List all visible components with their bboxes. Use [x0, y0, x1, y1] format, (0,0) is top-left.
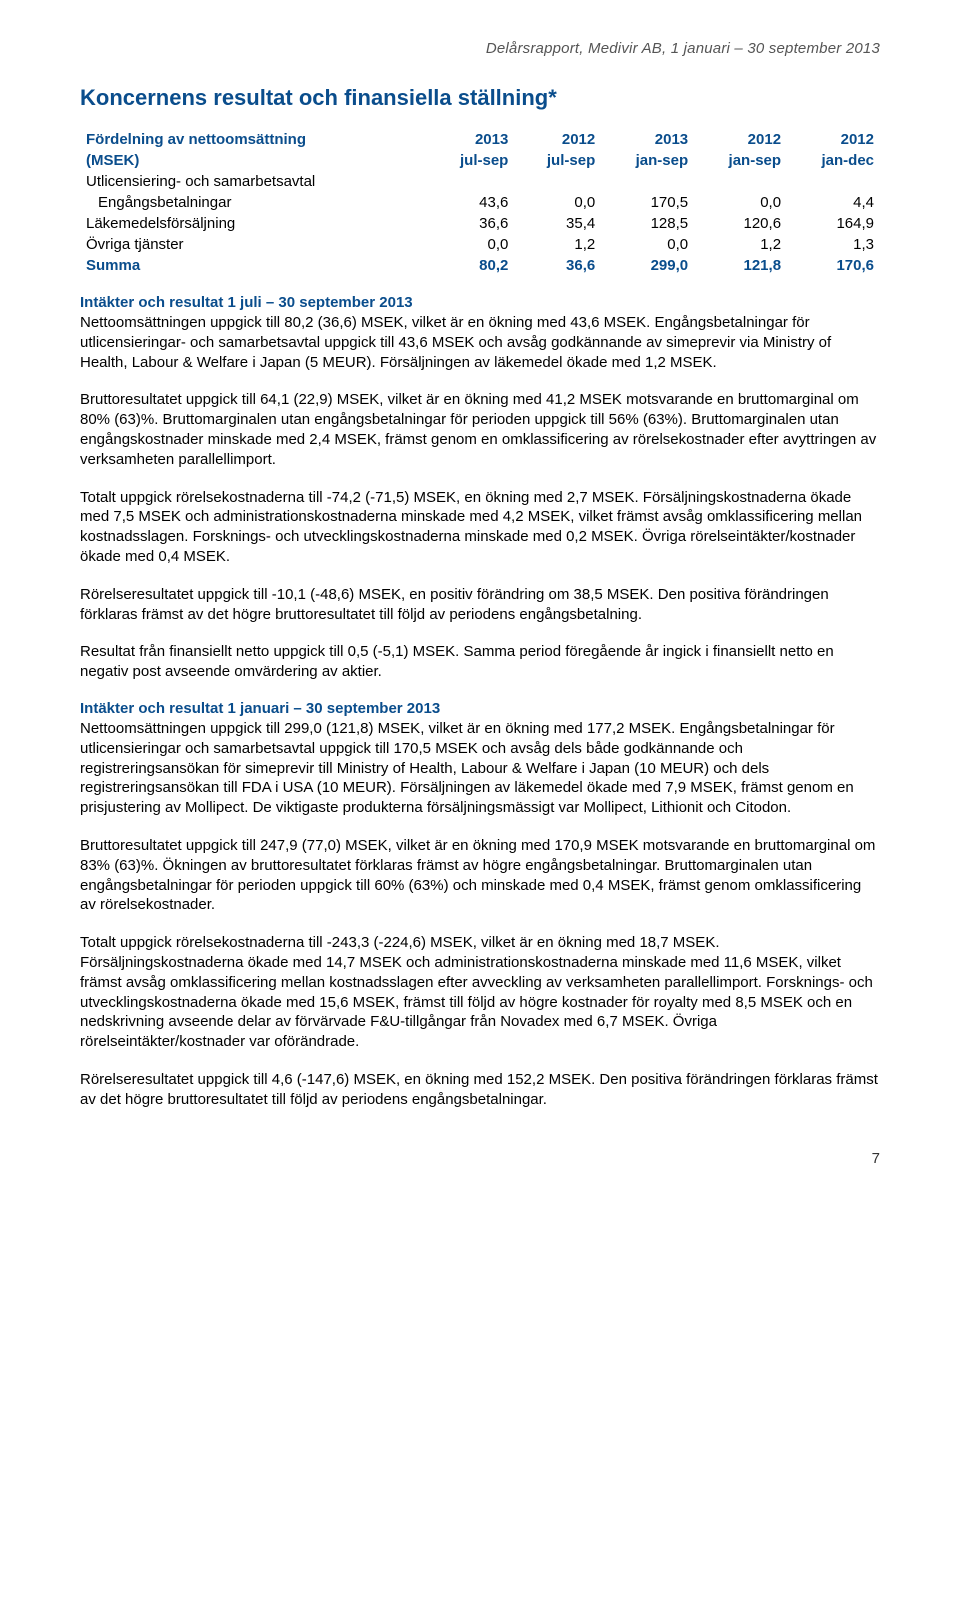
- col-period-julsep-2: jul-sep: [514, 150, 601, 171]
- cell: 164,9: [787, 213, 880, 234]
- paragraph: Rörelseresultatet uppgick till -10,1 (-4…: [80, 585, 880, 625]
- cell: 0,0: [427, 234, 514, 255]
- col-2012-q: 2012: [514, 129, 601, 150]
- cell: [427, 171, 514, 192]
- table-row: Utlicensiering- och samarbetsavtal: [80, 171, 880, 192]
- document-page: Delårsrapport, Medivir AB, 1 januari – 3…: [0, 0, 960, 1207]
- row-label-indent: Engångsbetalningar: [80, 192, 427, 213]
- cell: 128,5: [601, 213, 694, 234]
- col-period-julsep-1: jul-sep: [427, 150, 514, 171]
- row-label: Utlicensiering- och samarbetsavtal: [80, 171, 427, 192]
- cell: [694, 171, 787, 192]
- cell: 1,2: [694, 234, 787, 255]
- cell: 4,4: [787, 192, 880, 213]
- cell: 35,4: [514, 213, 601, 234]
- summa-label: Summa: [80, 255, 427, 276]
- table-body: Utlicensiering- och samarbetsavtal Engån…: [80, 171, 880, 276]
- cell: 170,5: [601, 192, 694, 213]
- paragraph: Nettoomsättningen uppgick till 299,0 (12…: [80, 719, 880, 818]
- paragraph: Nettoomsättningen uppgick till 80,2 (36,…: [80, 313, 880, 372]
- table-head-row-2: (MSEK) jul-sep jul-sep jan-sep jan-sep j…: [80, 150, 880, 171]
- table-head-row-1: Fördelning av nettoomsättning 2013 2012 …: [80, 129, 880, 150]
- paragraph: Rörelseresultatet uppgick till 4,6 (-147…: [80, 1070, 880, 1110]
- cell: [514, 171, 601, 192]
- summa-cell: 80,2: [427, 255, 514, 276]
- summa-cell: 121,8: [694, 255, 787, 276]
- table-head: Fördelning av nettoomsättning 2013 2012 …: [80, 129, 880, 171]
- page-header: Delårsrapport, Medivir AB, 1 januari – 3…: [80, 40, 880, 57]
- table-row: Övriga tjänster 0,0 1,2 0,0 1,2 1,3: [80, 234, 880, 255]
- subheading-ytd: Intäkter och resultat 1 januari – 30 sep…: [80, 700, 880, 717]
- cell: 36,6: [427, 213, 514, 234]
- cell: 43,6: [427, 192, 514, 213]
- col-2013-q: 2013: [427, 129, 514, 150]
- subheading-q3: Intäkter och resultat 1 juli – 30 septem…: [80, 294, 880, 311]
- col-2013-ytd: 2013: [601, 129, 694, 150]
- cell: 1,3: [787, 234, 880, 255]
- col-label: Fördelning av nettoomsättning: [80, 129, 427, 150]
- col-period-jansep-1: jan-sep: [601, 150, 694, 171]
- table-row: Läkemedelsförsäljning 36,6 35,4 128,5 12…: [80, 213, 880, 234]
- cell: 0,0: [514, 192, 601, 213]
- table-row: Engångsbetalningar 43,6 0,0 170,5 0,0 4,…: [80, 192, 880, 213]
- table-row-summa: Summa 80,2 36,6 299,0 121,8 170,6: [80, 255, 880, 276]
- paragraph: Bruttoresultatet uppgick till 64,1 (22,9…: [80, 390, 880, 469]
- row-label: Övriga tjänster: [80, 234, 427, 255]
- cell: [601, 171, 694, 192]
- section-title: Koncernens resultat och finansiella stäl…: [80, 85, 880, 111]
- page-number: 7: [80, 1150, 880, 1167]
- col-period-jandec: jan-dec: [787, 150, 880, 171]
- paragraph: Resultat från finansiellt netto uppgick …: [80, 642, 880, 682]
- cell: 120,6: [694, 213, 787, 234]
- paragraph: Totalt uppgick rörelsekostnaderna till -…: [80, 933, 880, 1052]
- cell: 1,2: [514, 234, 601, 255]
- col-2012-ytd: 2012: [694, 129, 787, 150]
- financial-table: Fördelning av nettoomsättning 2013 2012 …: [80, 129, 880, 276]
- cell: [787, 171, 880, 192]
- row-label: Läkemedelsförsäljning: [80, 213, 427, 234]
- summa-cell: 299,0: [601, 255, 694, 276]
- col-2012-fy: 2012: [787, 129, 880, 150]
- col-period-jansep-2: jan-sep: [694, 150, 787, 171]
- col-unit: (MSEK): [80, 150, 427, 171]
- cell: 0,0: [694, 192, 787, 213]
- paragraph: Totalt uppgick rörelsekostnaderna till -…: [80, 488, 880, 567]
- paragraph: Bruttoresultatet uppgick till 247,9 (77,…: [80, 836, 880, 915]
- cell: 0,0: [601, 234, 694, 255]
- summa-cell: 36,6: [514, 255, 601, 276]
- summa-cell: 170,6: [787, 255, 880, 276]
